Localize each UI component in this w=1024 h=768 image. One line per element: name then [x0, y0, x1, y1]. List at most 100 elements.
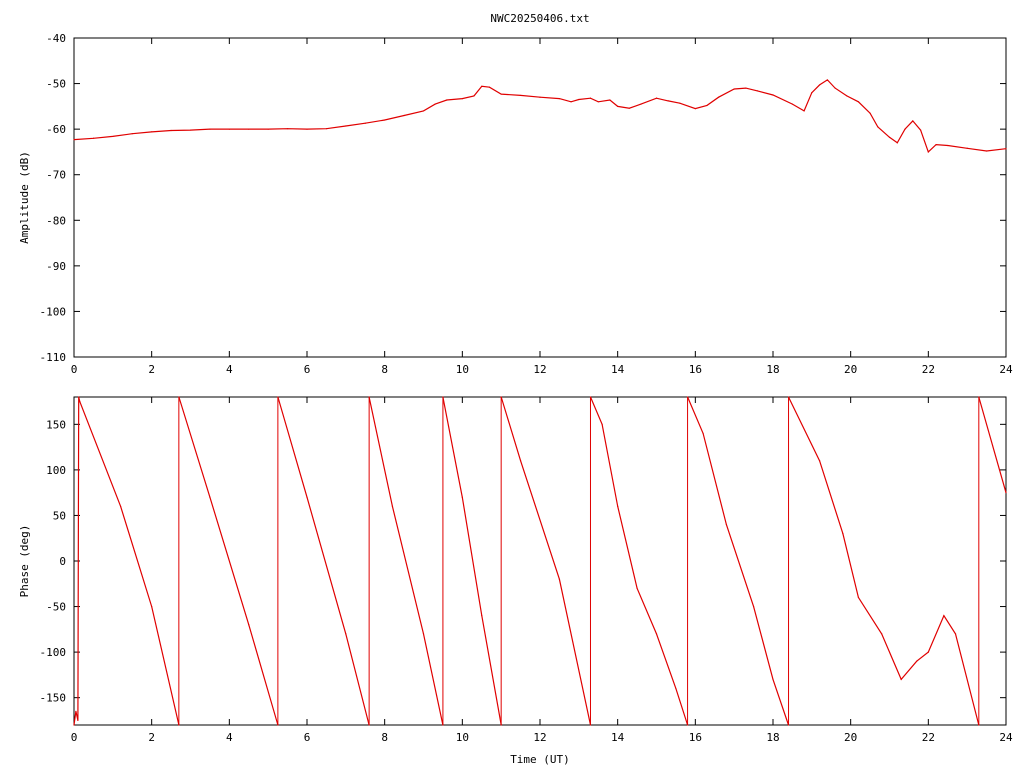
panel-2-data-point: [481, 615, 483, 617]
panel-1-data-point: [151, 131, 153, 133]
panel-2-data-point: [927, 651, 929, 653]
panel-2-x-tick-label: 4: [226, 731, 233, 744]
panel-2-y-tick-label: -100: [40, 646, 67, 659]
panel-1-data-point: [756, 90, 759, 92]
panel-1-data-point: [869, 112, 871, 114]
panel-2-data-point: [725, 523, 728, 526]
panel-1-data-point: [597, 101, 599, 103]
panel-2-x-tick-label: 12: [533, 731, 546, 744]
panel-2-data-point: [178, 396, 180, 398]
panel-2-data-point: [819, 460, 821, 462]
panel-2-y-tick-label: -50: [46, 601, 66, 614]
panel-2-data-point: [519, 460, 522, 462]
panel-1-data-point: [640, 103, 642, 105]
panel-1-data-point: [718, 96, 720, 98]
panel-2-series-line: [368, 396, 444, 726]
panel-2-x-tick-label: 14: [611, 731, 625, 744]
panel-2-data-point: [558, 578, 561, 580]
panel-1-data-point: [92, 137, 95, 139]
panel-2-data-point: [77, 719, 79, 722]
panel-1-data-point: [384, 119, 386, 121]
panel-2-y-axis-label: Phase (deg): [18, 525, 31, 598]
panel-2-data-point: [954, 633, 957, 635]
panel-2-data-point: [120, 505, 122, 507]
panel-1-y-tick-label: -100: [40, 305, 67, 318]
panel-2-series-line: [178, 396, 279, 726]
panel-2-data-point: [75, 710, 77, 712]
panel-1-plot-frame: [73, 37, 1007, 358]
panel-2-y-tick-label: 50: [53, 509, 66, 522]
panel-2-data-point: [978, 396, 980, 398]
panel-2-data-point: [277, 724, 279, 726]
panel-2-x-tick-label: 20: [844, 731, 857, 744]
panel-1-data-point: [434, 103, 436, 105]
panel-2-x-tick-label: 22: [922, 731, 935, 744]
panel-1-data-point: [306, 128, 308, 130]
panel-2-data-point: [368, 396, 370, 398]
panel-1-data-point: [966, 147, 968, 149]
panel-1-x-tick-label: 24: [999, 363, 1013, 376]
panel-2-series-line: [978, 396, 1007, 493]
panel-2-series-line: [589, 396, 689, 726]
panel-1-data-point: [628, 107, 630, 109]
panel-2-data-point: [442, 396, 444, 398]
panel-1-data-point: [488, 86, 491, 88]
panel-2-data-point: [686, 396, 689, 398]
panel-2-data-point: [916, 660, 918, 662]
panel-1-data-point: [209, 128, 211, 130]
panel-1-data-point: [112, 135, 114, 138]
panel-1-x-tick-label: 2: [148, 363, 155, 376]
panel-1-data-point: [500, 93, 502, 95]
panel-1-x-tick-label: 0: [71, 363, 78, 376]
panel-2-x-tick-label: 24: [999, 731, 1013, 744]
panel-2-data-point: [943, 615, 945, 617]
panel-2-data-point: [306, 496, 308, 498]
panel-1-data-point: [927, 151, 929, 153]
panel-1-data-point: [617, 105, 619, 107]
panel-1-x-tick-label: 20: [844, 363, 857, 376]
panel-1-x-tick-label: 6: [304, 363, 311, 376]
panel-2-x-tick-label: 2: [148, 731, 155, 744]
panel-2-data-point: [209, 496, 211, 498]
panel-2-data-point: [617, 505, 619, 507]
panel-1-data-point: [896, 142, 898, 144]
panel-2-x-tick-label: 8: [381, 731, 388, 744]
panel-1-data-point: [803, 110, 805, 112]
panel-2-series-line: [500, 396, 592, 726]
panel-1-data-point: [772, 94, 774, 96]
panel-2-series-line: [277, 396, 370, 726]
panel-1-data-point: [819, 84, 821, 86]
panel-2-data-point: [500, 396, 502, 398]
panel-1-data-point: [919, 129, 922, 131]
panel-1-y-tick-label: -110: [40, 351, 67, 364]
panel-1-data-point: [706, 104, 708, 107]
panel-1-data-point: [189, 129, 192, 131]
panel-2-x-tick-label: 6: [304, 731, 311, 744]
panel-1-data-point: [519, 94, 522, 97]
panel-1-x-tick-label: 4: [226, 363, 233, 376]
panel-2-series-line: [687, 396, 790, 726]
panel-2-y-tick-label: 150: [46, 418, 66, 431]
panel-2-data-point: [422, 633, 425, 635]
panel-1-data-point: [1005, 148, 1007, 150]
panel-2-data-point: [702, 432, 704, 435]
panel-2-data-point: [151, 605, 153, 608]
panel-1-x-tick-label: 10: [456, 363, 469, 376]
panel-2-data-point: [391, 505, 394, 507]
panel-2-data-point: [442, 724, 444, 726]
panel-1-data-point: [826, 79, 828, 81]
panel-2-data-point: [881, 633, 883, 635]
panel-1-y-tick-label: -40: [46, 32, 66, 45]
panel-2-data-point: [345, 633, 347, 635]
panel-1-data-point: [667, 100, 669, 102]
panel-1-data-point: [481, 85, 483, 87]
panel-2-data-point: [368, 724, 370, 726]
panel-1-x-tick-label: 16: [689, 363, 702, 376]
panel-2-data-point: [772, 678, 774, 681]
panel-1-data-point: [558, 98, 561, 100]
panel-2-series-line: [73, 396, 180, 726]
panel-1-x-tick-label: 22: [922, 363, 935, 376]
panel-1-y-axis-label: Amplitude (dB): [18, 151, 31, 244]
panel-1-data-point: [857, 101, 860, 103]
